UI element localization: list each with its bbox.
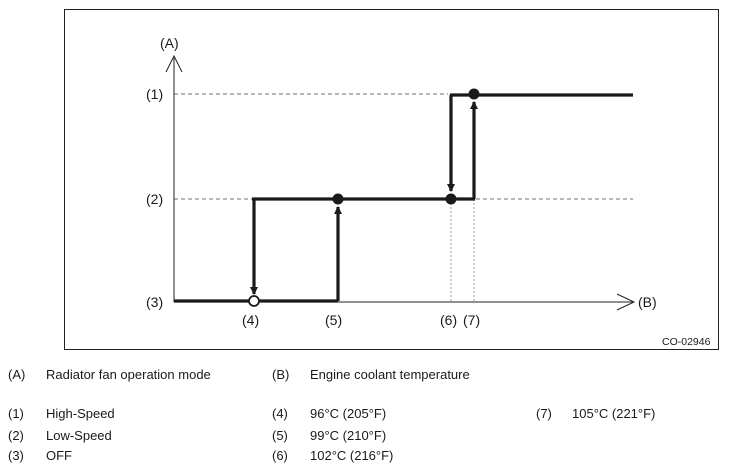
point-4-open (248, 295, 260, 307)
legend-text: Radiator fan operation mode (46, 367, 211, 382)
legend-key: (1) (8, 406, 24, 421)
legend-text: 102°C (216°F) (310, 448, 394, 463)
legend-text: Engine coolant temperature (310, 367, 470, 382)
legend-key: (6) (272, 448, 288, 463)
temp-4-label: (4) (242, 312, 259, 328)
temp-7-label: (7) (463, 312, 480, 328)
legend-text: High-Speed (46, 406, 115, 421)
diagram-frame (64, 9, 719, 350)
legend-key: (B) (272, 367, 290, 382)
legend-text: OFF (46, 448, 72, 463)
legend-text: 96°C (205°F) (310, 406, 387, 421)
legend-key: (3) (8, 448, 24, 463)
legend-text: Low-Speed (46, 428, 112, 443)
legend-text: 105°C (221°F) (572, 406, 656, 421)
figure-code: CO-02946 (662, 336, 711, 348)
point-6 (445, 193, 457, 205)
legend-key: (4) (272, 406, 288, 421)
point-5 (332, 193, 344, 205)
point-7 (468, 88, 480, 100)
axis-b-label: (B) (638, 294, 657, 310)
legend-key: (A) (8, 367, 26, 382)
y-axis-arrow-icon (165, 54, 183, 73)
level-3-label: (3) (146, 294, 163, 310)
temp-5-label: (5) (325, 312, 342, 328)
temp-6-label: (6) (440, 312, 457, 328)
legend-text: 99°C (210°F) (310, 428, 387, 443)
x-axis-arrow-icon (616, 293, 636, 311)
legend-key: (7) (536, 406, 552, 421)
legend-key: (5) (272, 428, 288, 443)
operation-path (174, 93, 633, 303)
level-2-label: (2) (146, 191, 163, 207)
axis-a-label: (A) (160, 35, 179, 51)
legend-key: (2) (8, 428, 24, 443)
level-1-label: (1) (146, 86, 163, 102)
